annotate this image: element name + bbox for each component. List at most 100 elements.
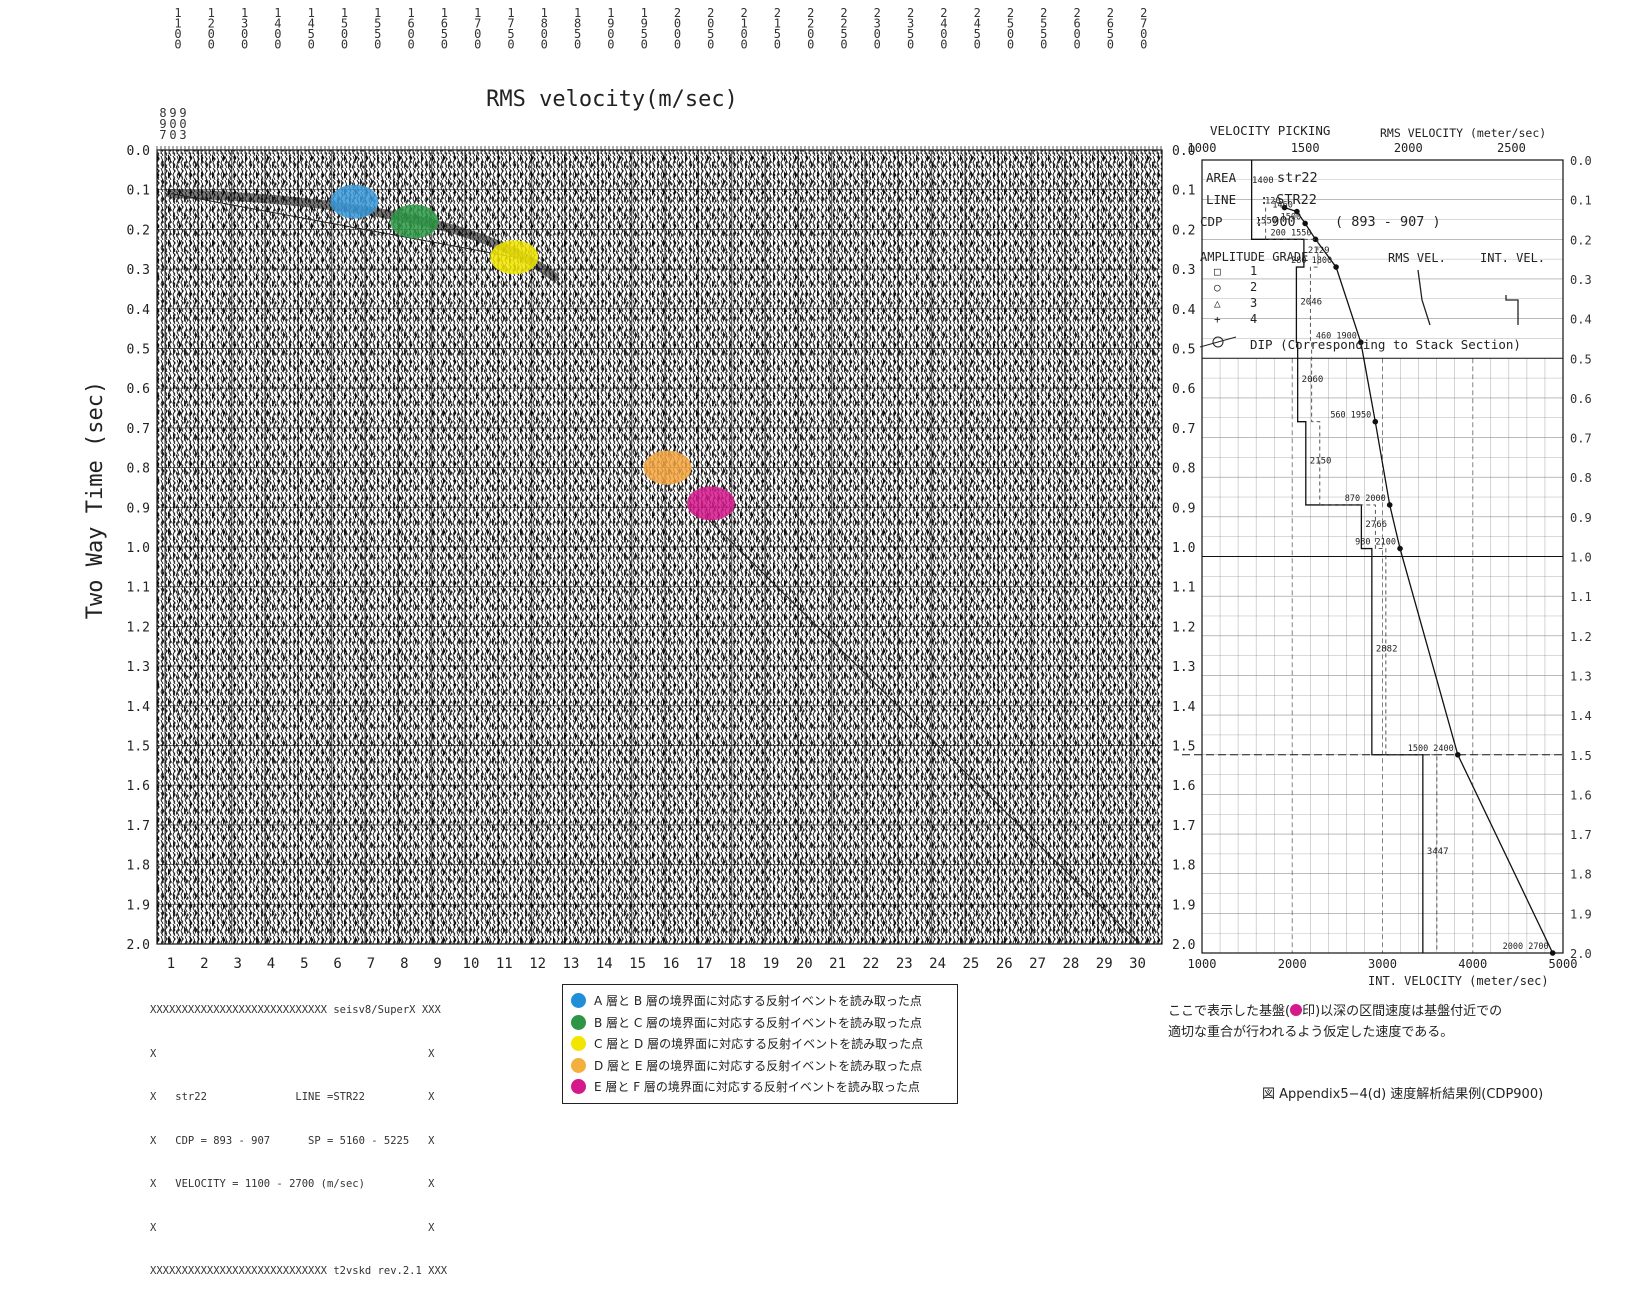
corner-digit: 9 — [179, 106, 186, 120]
time-tick-label-left: 2.0 — [127, 938, 150, 953]
rms-velocity-point-label: 560 1950 — [1330, 411, 1371, 421]
info-line: X X — [150, 1221, 435, 1234]
int-velocity-value-label: 1550 — [1256, 216, 1278, 226]
note-line-2: 適切な重合が行われるよう仮定した速度である。 — [1168, 1025, 1454, 1040]
amplitude-grade-label: AMPLITUDE GRADE — [1200, 250, 1308, 264]
panel-number: 23 — [896, 956, 913, 972]
rms-velocity-tick: 2500 — [1497, 141, 1526, 155]
legend-text: D 層と E 層の境界面に対応する反射イベントを読み取った点 — [594, 1058, 923, 1073]
panel-number: 8 — [400, 956, 408, 972]
cdp-value: : 900 — [1255, 214, 1296, 230]
amplitude-grade-symbol-icon: + — [1214, 313, 1221, 326]
time-tick-label-left: 1.3 — [127, 660, 150, 675]
panel-number: 28 — [1062, 956, 1079, 972]
legend-item: C 層と D 層の境界面に対応する反射イベントを読み取った点 — [571, 1033, 949, 1055]
picking-time-tick: 1.5 — [1570, 749, 1592, 763]
rms-velocity-title: RMS velocity(m/sec) — [486, 87, 738, 112]
corner-digit: 3 — [179, 128, 186, 142]
time-tick-label-right: 0.4 — [1172, 303, 1196, 318]
rms-velocity-point-label: 2000 2700 — [1503, 942, 1549, 952]
panel-number: 13 — [563, 956, 580, 972]
panel-number: 7 — [367, 956, 375, 972]
panel-number: 16 — [663, 956, 680, 972]
legend-item: E 層と F 層の境界面に対応する反射イベントを読み取った点 — [571, 1076, 949, 1098]
legend-text: B 層と C 層の境界面に対応する反射イベントを読み取った点 — [594, 1015, 923, 1030]
time-tick-label-right: 1.1 — [1172, 581, 1195, 596]
rms-vel-sample-line — [1417, 269, 1431, 326]
legend-item: B 層と C 層の境界面に対応する反射イベントを読み取った点 — [571, 1012, 949, 1034]
area-label: AREA — [1206, 170, 1237, 185]
processing-info-box: XXXXXXXXXXXXXXXXXXXXXXXXXXXX seisv8/Supe… — [150, 974, 486, 1308]
int-velocity-tick: 5000 — [1549, 957, 1578, 971]
time-tick-label-right: 1.8 — [1172, 859, 1195, 874]
picking-time-tick: 1.2 — [1570, 630, 1592, 644]
rms-velocity-point-label: 200 1550 — [1271, 228, 1312, 238]
int-velocity-value-label: 2129 — [1308, 246, 1330, 256]
corner-digits: 8 9 99 0 07 0 3 — [159, 106, 186, 142]
picking-time-tick: 0.1 — [1570, 194, 1592, 208]
panel-number: 15 — [629, 956, 646, 972]
info-line: X X — [150, 1047, 435, 1060]
corner-digit: 8 — [159, 106, 166, 120]
rms-velocity-point — [1549, 950, 1556, 956]
rms-velocity-point — [1281, 204, 1288, 211]
basement-marker-dot — [1290, 1004, 1303, 1016]
legend-text: C 層と D 層の境界面に対応する反射イベントを読み取った点 — [594, 1037, 924, 1052]
legend-dot-a — [571, 993, 586, 1009]
picking-time-tick: 1.7 — [1570, 828, 1592, 842]
time-tick-label-left: 0.3 — [127, 263, 150, 278]
panel-number: 25 — [962, 956, 979, 972]
panel-number: 12 — [529, 956, 546, 972]
time-tick-label-right: 1.4 — [1172, 700, 1196, 715]
rms-velocity-point-label: 120 — [1265, 197, 1280, 207]
time-tick-label-left: 1.4 — [127, 700, 151, 715]
picking-time-tick: 2.0 — [1570, 947, 1592, 961]
int-velocity-value-label: 2150 — [1310, 456, 1332, 466]
velocity-picking-title: VELOCITY PICKING — [1210, 123, 1330, 138]
rms-velocity-point — [1302, 220, 1308, 227]
panel-number: 14 — [596, 956, 613, 972]
time-tick-label-right: 1.0 — [1172, 541, 1195, 556]
picking-time-tick: 0.9 — [1570, 511, 1592, 525]
time-tick-label-left: 0.7 — [127, 422, 150, 437]
line-label: LINE — [1206, 192, 1236, 207]
picking-time-tick: 1.6 — [1570, 788, 1592, 802]
int-velocity-tick: 2000 — [1278, 957, 1307, 971]
rms-velocity-point — [1397, 545, 1403, 552]
velocity-trend-line — [170, 193, 515, 258]
corner-digit: 7 — [159, 128, 166, 142]
top-label-1400: 1400 — [1252, 176, 1274, 186]
time-tick-label-left: 1.6 — [127, 779, 150, 794]
rms-velocity-point — [1358, 339, 1364, 346]
int-velocity-value-label: 2882 — [1376, 645, 1398, 655]
picking-time-tick: 0.6 — [1570, 392, 1592, 406]
time-tick-label-left: 1.1 — [127, 581, 150, 596]
rms-velocity-point-label: 1500 — [1281, 212, 1301, 222]
rms-velocity-tick: 1000 — [1188, 141, 1217, 155]
time-tick-label-right: 0.5 — [1172, 343, 1195, 358]
time-tick-label-right: 0.6 — [1172, 382, 1195, 397]
corner-digit: 0 — [179, 117, 186, 131]
figure-caption: 図 Appendix5−4(d) 速度解析結果例(CDP900) — [1262, 1087, 1544, 1102]
time-tick-label-left: 1.0 — [127, 541, 150, 556]
top-velocity-labels: 1 1 0 0 1 2 0 0 1 3 0 0 1 4 0 0 1 4 5 0 1 5 0 0 1 5 5 0 1 6 0 0 1 6 5 0 1 7 0 0… — [174, 6, 1147, 52]
panel-number: 17 — [696, 956, 713, 972]
